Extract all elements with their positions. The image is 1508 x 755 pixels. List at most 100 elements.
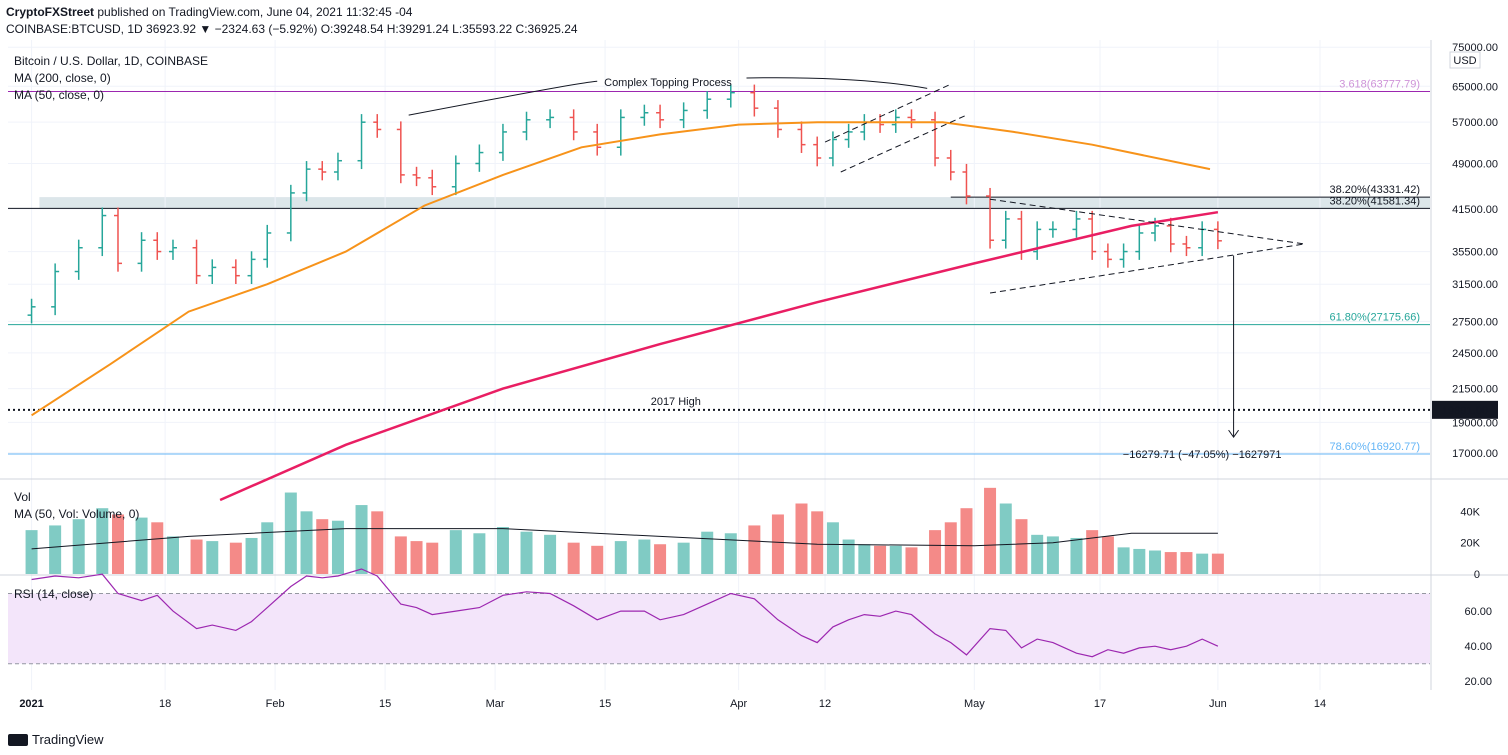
time-tick-label: 2021 — [19, 698, 43, 710]
triangle-lower — [989, 243, 1305, 294]
price-tick-label: 21500.00 — [1452, 384, 1498, 396]
topping-arc-right — [746, 77, 928, 89]
volume-bar — [135, 517, 148, 574]
projection-arrowhead — [1228, 429, 1239, 439]
symbol-line: COINBASE:BTCUSD, 1D 36923.92 ▼ −2324.63 … — [6, 22, 578, 36]
volume-bar — [874, 545, 887, 574]
volume-bar — [1180, 552, 1193, 574]
volume-bar — [331, 520, 344, 574]
volume-bar — [1070, 537, 1083, 574]
volume-bar — [1086, 530, 1099, 574]
volume-ma-line — [31, 528, 1218, 550]
time-tick-label: 17 — [1094, 698, 1106, 710]
legend-rsi[interactable]: RSI (14, close) — [14, 587, 94, 601]
volume-bar — [449, 530, 462, 574]
volume-bar — [724, 533, 737, 574]
volume-bar — [426, 542, 439, 574]
volume-tick-label: 40K — [1460, 506, 1480, 518]
volume-bar — [49, 525, 62, 574]
price-tick-label: 31500.00 — [1452, 279, 1498, 291]
high-2017-label: 2017 High — [651, 396, 701, 408]
ma50-line — [31, 121, 1211, 417]
volume-bar — [795, 503, 808, 574]
volume-bar — [591, 545, 604, 574]
currency-unit-label: USD — [1453, 55, 1476, 67]
volume-bar — [229, 542, 242, 574]
volume-bar — [25, 530, 38, 574]
tradingview-logo[interactable]: TradingView — [8, 732, 104, 747]
volume-bar — [567, 542, 580, 574]
price-tick-label: 41500.00 — [1452, 204, 1498, 216]
volume-bar — [190, 539, 203, 574]
rsi-tick-label: 20.00 — [1464, 676, 1492, 688]
volume-bar — [1211, 553, 1224, 574]
tradingview-icon — [8, 733, 28, 746]
time-tick-label: Jun — [1209, 698, 1227, 710]
volume-bar — [111, 514, 124, 574]
volume-bar — [261, 522, 274, 574]
volume-bar — [473, 533, 486, 574]
volume-bar — [889, 545, 902, 574]
volume-bar — [842, 539, 855, 574]
topping-arc-left — [408, 80, 598, 116]
time-tick-label: 12 — [819, 698, 831, 710]
volume-bar — [826, 522, 839, 574]
triangle-upper — [989, 198, 1305, 245]
time-tick-label: Feb — [266, 698, 285, 710]
volume-bar — [151, 522, 164, 574]
volume-tick-label: 0 — [1474, 569, 1480, 581]
volume-bar — [520, 531, 533, 574]
volume-bar — [496, 527, 509, 574]
volume-bar — [944, 522, 957, 574]
legend-ma200[interactable]: MA (200, close, 0) — [14, 71, 111, 85]
price-tick-label: 49000.00 — [1452, 159, 1498, 171]
volume-bar — [677, 542, 690, 574]
volume-bar — [811, 511, 824, 574]
price-tick-label: 24500.00 — [1452, 348, 1498, 360]
volume-bar — [371, 511, 384, 574]
volume-bar — [1101, 536, 1114, 574]
rsi-tick-label: 60.00 — [1464, 606, 1492, 618]
volume-bar — [72, 519, 85, 574]
volume-bar — [284, 492, 297, 574]
fib-3618-label: 3.618(63777.79) — [1339, 78, 1420, 90]
fib-382a-label: 38.20%(43331.42) — [1329, 184, 1420, 196]
publisher-name[interactable]: CryptoFXStreet — [6, 5, 95, 19]
channel-lower — [840, 114, 967, 173]
price-tick-label: 35500.00 — [1452, 247, 1498, 259]
symbol-quote: COINBASE:BTCUSD, 1D 36923.92 ▼ −2324.63 … — [6, 22, 578, 36]
legend-ma50[interactable]: MA (50, close, 0) — [14, 88, 105, 102]
ma200-line — [219, 210, 1219, 502]
volume-bar — [316, 519, 329, 574]
volume-bar — [999, 503, 1012, 574]
fib-786-label: 78.60%(16920.77) — [1329, 441, 1420, 453]
volume-bar — [905, 547, 918, 574]
tradingview-brand: TradingView — [32, 732, 104, 747]
channel-upper — [824, 83, 951, 143]
legend-title: Bitcoin / U.S. Dollar, 1D, COINBASE — [14, 54, 209, 68]
volume-bar — [1015, 519, 1028, 574]
level-badge — [1432, 400, 1498, 419]
time-tick-label: 18 — [159, 698, 171, 710]
volume-bar — [206, 541, 219, 574]
volume-bar — [544, 534, 557, 574]
volume-bar — [245, 537, 258, 574]
level-badge-label: 19891.00 — [1442, 405, 1488, 417]
price-tick-label: 17000.00 — [1452, 448, 1498, 460]
legend-vol[interactable]: Vol — [14, 490, 31, 504]
volume-bar — [355, 505, 368, 574]
volume-bar — [96, 508, 109, 574]
fib-382b-label: 38.20%(41581.34) — [1329, 195, 1420, 207]
volume-bar — [701, 531, 714, 574]
volume-bar — [394, 536, 407, 574]
topping-label: Complex Topping Process — [604, 77, 732, 89]
volume-bar — [1117, 547, 1130, 574]
legend-vol-ma[interactable]: MA (50, Vol: Volume, 0) — [14, 507, 140, 521]
time-tick-label: 15 — [379, 698, 391, 710]
currency-unit-box — [1449, 51, 1481, 69]
volume-bar — [929, 530, 942, 574]
time-tick-label: Apr — [730, 698, 747, 710]
volume-bar — [960, 508, 973, 574]
time-tick-label: 15 — [599, 698, 611, 710]
